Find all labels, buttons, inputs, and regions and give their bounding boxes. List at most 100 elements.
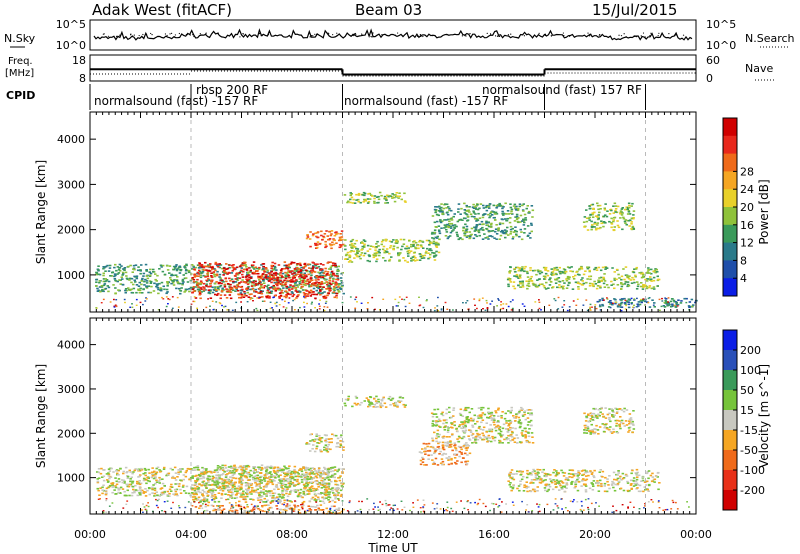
- power-cell-r1-520: [254, 272, 257, 275]
- power-cell-r0-60: [208, 292, 212, 295]
- power-noise-119: [310, 303, 313, 305]
- power-cell-r4-14: [381, 239, 385, 241]
- power-cell-r5-89: [504, 213, 508, 215]
- power-cell-r0-742: [172, 265, 176, 268]
- power-noise-213: [403, 298, 406, 301]
- power-cell-r0-384: [213, 268, 216, 270]
- power-cell-r5-343: [503, 232, 507, 234]
- power-cell-r1-125: [294, 290, 298, 292]
- power-cell-r3-48: [373, 195, 377, 197]
- power-cell-r2-9: [321, 239, 324, 241]
- power-ylabel: Slant Range [km]: [34, 160, 48, 264]
- power-cell-r1-367: [326, 283, 329, 286]
- velocity-cell-r1-257: [198, 473, 201, 476]
- velocity-cell-r1-558: [264, 486, 268, 488]
- velocity-cell-r1-407: [257, 499, 260, 501]
- power-cell-r5-23: [464, 217, 467, 220]
- power-cell-r3-0: [359, 201, 362, 204]
- power-noise-165: [102, 298, 105, 301]
- power-cell-r1-493: [258, 280, 262, 283]
- nsearch-dot: [422, 35, 424, 38]
- power-cell-r5-177: [438, 238, 441, 241]
- power-cell-r0-771: [247, 271, 250, 274]
- power-cell-r1-340: [317, 278, 320, 281]
- power-cell-r1-506: [258, 266, 261, 269]
- power-cell-r0-656: [300, 266, 303, 269]
- power-cell-r1-68: [306, 278, 309, 281]
- velocity-cell-r2-73: [335, 434, 338, 437]
- power-cell-r6-102: [555, 273, 558, 276]
- velocity-cell-r1-209: [303, 478, 306, 481]
- power-cell-r5-403: [430, 233, 434, 235]
- power-cell-r0-378: [122, 268, 125, 270]
- velocity-cell-r0-677: [131, 480, 135, 483]
- power-cell-r0-389: [314, 276, 317, 278]
- power-cell-r4-177: [400, 248, 403, 251]
- power-cell-r2-75: [322, 235, 325, 238]
- power-cell-r8-73: [694, 301, 697, 304]
- power-noise-35: [336, 297, 338, 299]
- power-cell-r0-393: [116, 266, 120, 268]
- power-cell-r1-425: [322, 295, 325, 298]
- power-noise-108: [446, 308, 449, 310]
- power-cell-r1-55: [245, 269, 249, 272]
- power-cell-r5-273: [517, 207, 520, 210]
- power-cell-r1-445: [247, 296, 251, 298]
- power-cell-r0-449: [219, 264, 223, 266]
- velocity-cell-r0-711: [324, 486, 327, 489]
- velocity-cell-r0-192: [119, 492, 122, 494]
- power-cell-r0-27: [117, 272, 121, 274]
- power-cell-r4-10: [406, 252, 410, 255]
- power-cell-r1-383: [299, 274, 302, 277]
- power-noise-3: [397, 305, 399, 307]
- power-cell-r0-621: [338, 291, 341, 293]
- power-cell-r0-272: [240, 289, 243, 292]
- velocity-cell-r1-190: [289, 482, 292, 485]
- velocity-cell-r2-49: [325, 438, 328, 440]
- power-cell-r6-21: [572, 276, 575, 278]
- power-cell-r6-165: [584, 288, 587, 290]
- power-cell-r0-295: [254, 288, 257, 291]
- power-cell-r1-79: [292, 293, 296, 296]
- power-noise-127: [219, 302, 222, 305]
- velocity-cell-r0-701: [140, 467, 143, 470]
- power-cell-r1-423: [249, 297, 252, 299]
- nsearch-dot: [192, 34, 194, 36]
- power-noise-152: [319, 299, 321, 301]
- power-cell-r1-448: [241, 288, 244, 291]
- power-cell-r6-330: [526, 276, 530, 278]
- power-cell-r0-9: [278, 288, 282, 290]
- velocity-cell-r0-763: [289, 491, 292, 493]
- power-cell-r6-113: [645, 285, 648, 288]
- power-ytick-label-3: 4000: [57, 133, 85, 146]
- power-cell-r5-330: [501, 218, 504, 221]
- power-cell-r3-77: [349, 192, 352, 194]
- power-cell-r6-377: [597, 279, 600, 282]
- velocity-cell-r0-224: [179, 488, 182, 491]
- power-cell-r1-145: [236, 284, 240, 286]
- power-cell-r7-114: [603, 209, 607, 211]
- power-cell-r1-278: [275, 287, 278, 290]
- power-cell-r1-485: [303, 263, 306, 265]
- velocity-cell-r2-33: [307, 443, 311, 445]
- velocity-cell-r0-158: [321, 477, 325, 479]
- power-cell-r0-350: [162, 285, 165, 288]
- velocity-cell-r0-210: [128, 483, 131, 486]
- velocity-cell-r1-427: [239, 488, 243, 490]
- power-cell-r0-367: [178, 272, 182, 274]
- velocity-cell-r1-237: [194, 497, 198, 500]
- power-cell-r1-482: [265, 296, 268, 298]
- velocity-cell-r0-759: [226, 485, 229, 487]
- power-noise-167: [144, 300, 147, 302]
- power-cell-r5-233: [512, 231, 516, 233]
- velocity-cell-r0-325: [96, 487, 99, 490]
- power-cell-r1-532: [311, 261, 314, 264]
- power-cell-r0-111: [165, 292, 168, 295]
- power-cell-r5-298: [446, 213, 450, 216]
- velocity-cell-r0-785: [144, 469, 147, 471]
- power-noise-115: [303, 301, 305, 304]
- velocity-cell-r0-707: [223, 481, 227, 484]
- power-cell-r0-467: [132, 264, 136, 267]
- power-cell-r4-30: [359, 257, 362, 260]
- power-cell-r6-28: [641, 288, 645, 290]
